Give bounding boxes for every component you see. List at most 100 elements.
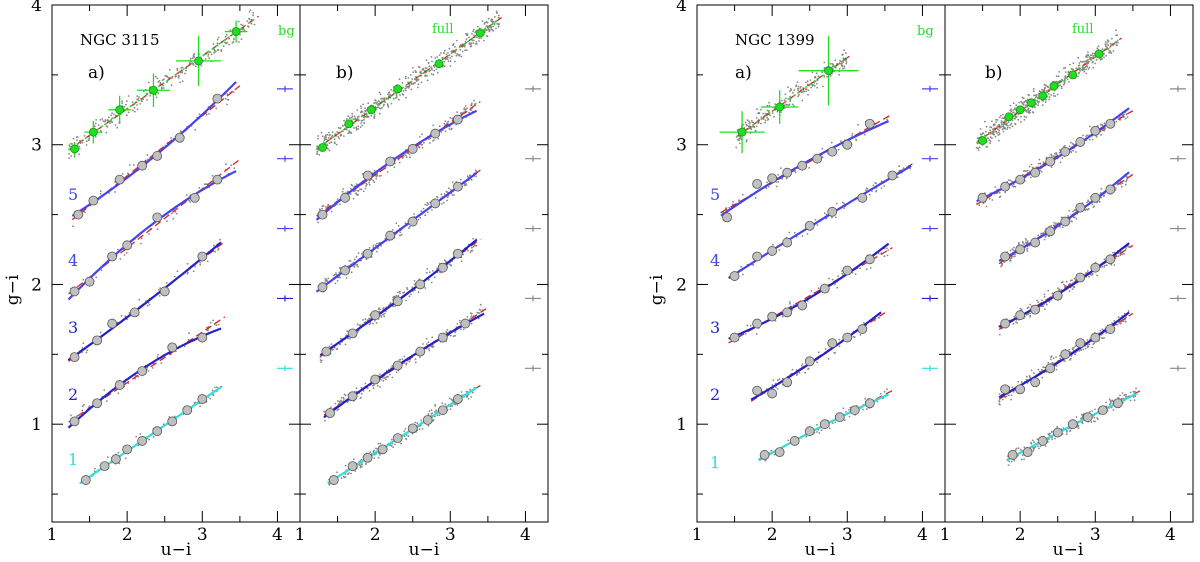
scatter-dot: [1037, 162, 1040, 165]
scatter-dot: [225, 33, 228, 36]
scatter-dot: [364, 110, 366, 112]
scatter-dot: [1016, 322, 1019, 324]
scatter-dot: [1036, 299, 1038, 302]
bg-point: [344, 119, 354, 129]
scatter-dot: [1062, 83, 1065, 86]
scatter-dot: [368, 390, 371, 392]
scatter-dot: [353, 258, 356, 261]
data-point: [782, 307, 793, 318]
data-point: [759, 450, 770, 460]
scatter-dot: [1027, 313, 1029, 315]
scatter-dot: [1119, 118, 1122, 121]
scatter-dot: [343, 119, 345, 122]
scatter-dot: [408, 295, 411, 298]
scatter-dot: [250, 22, 253, 25]
scatter-dot: [379, 386, 381, 388]
scatter-dot: [1001, 113, 1004, 116]
scatter-dot: [998, 393, 1001, 395]
scatter-dot: [428, 138, 430, 141]
bg-point: [1004, 112, 1014, 122]
scatter-dot: [816, 86, 819, 89]
scatter-dot: [427, 203, 430, 205]
scatter-dot: [435, 68, 438, 71]
scatter-dot: [434, 404, 437, 406]
scatter-dot: [331, 131, 334, 134]
scatter-dot: [333, 347, 336, 349]
scatter-dot: [776, 388, 779, 390]
scatter-dot: [800, 91, 803, 93]
scatter-dot: [1058, 289, 1060, 292]
scatter-dot: [1084, 209, 1087, 212]
data-point: [1030, 377, 1041, 388]
scatter-dot: [431, 336, 434, 339]
scatter-dot: [158, 295, 161, 297]
scatter-dot: [360, 458, 363, 461]
scatter-dot: [1034, 106, 1036, 109]
scatter-dot: [389, 373, 391, 376]
scatter-dot: [978, 146, 981, 149]
scatter-dot: [401, 233, 403, 236]
scatter-dot: [1025, 241, 1027, 244]
scatter-dot: [1069, 357, 1072, 360]
scatter-dot: [817, 287, 820, 290]
scatter-dot: [842, 67, 844, 70]
scatter-dot: [425, 337, 428, 340]
scatter-dot: [989, 136, 992, 138]
scatter-dot: [131, 109, 134, 112]
scatter-dot: [497, 14, 500, 17]
scatter-dot: [807, 93, 809, 96]
scatter-dot: [878, 317, 880, 319]
scatter-dot: [466, 107, 468, 109]
data-point: [864, 254, 875, 265]
scatter-dot: [94, 136, 97, 138]
scatter-dot: [219, 238, 222, 241]
scatter-dot: [173, 275, 176, 278]
scatter-dot: [1100, 196, 1103, 199]
scatter-dot: [212, 394, 215, 397]
scatter-dot: [390, 102, 393, 105]
scatter-dot: [982, 132, 985, 135]
scatter-dot: [1072, 143, 1075, 146]
scatter-dot: [365, 109, 368, 111]
scatter-dot: [227, 98, 230, 101]
scatter-dot: [1105, 264, 1108, 267]
scatter-dot: [411, 67, 414, 69]
scatter-dot: [207, 55, 210, 57]
scatter-dot: [438, 125, 441, 128]
scatter-dot: [1011, 111, 1014, 114]
scatter-dot: [1090, 421, 1093, 423]
scatter-dot: [434, 57, 437, 59]
scatter-dot: [426, 267, 429, 270]
scatter-dot: [166, 76, 169, 79]
scatter-dot: [1117, 255, 1120, 258]
scatter-dot: [1007, 394, 1010, 397]
scatter-dot: [363, 112, 366, 115]
scatter-dot: [451, 194, 454, 196]
scatter-dot: [355, 192, 358, 195]
data-point: [1030, 237, 1041, 248]
scatter-dot: [158, 288, 160, 291]
scatter-dot: [1009, 126, 1011, 129]
scatter-dot: [1085, 54, 1088, 57]
data-point: [422, 415, 433, 425]
scatter-dot: [125, 114, 128, 117]
scatter-dot: [1042, 305, 1045, 308]
scatter-dot: [361, 124, 364, 127]
scatter-dot: [426, 79, 429, 82]
scatter-dot: [1070, 150, 1072, 153]
scatter-dot: [1012, 390, 1015, 393]
scatter-dot: [1014, 123, 1017, 126]
scatter-dot: [427, 61, 430, 64]
bg-point: [1038, 91, 1048, 101]
scatter-dot: [1100, 123, 1103, 126]
bg-point: [1068, 70, 1078, 80]
scatter-dot: [176, 67, 179, 70]
scatter-dot: [327, 136, 330, 139]
scatter-dot: [387, 376, 389, 378]
scatter-dot: [403, 355, 406, 358]
scatter-dot: [372, 387, 375, 390]
scatter-dot: [985, 205, 988, 208]
scatter-dot: [403, 430, 406, 432]
scatter-dot: [1083, 68, 1086, 71]
scatter-dot: [156, 356, 159, 359]
